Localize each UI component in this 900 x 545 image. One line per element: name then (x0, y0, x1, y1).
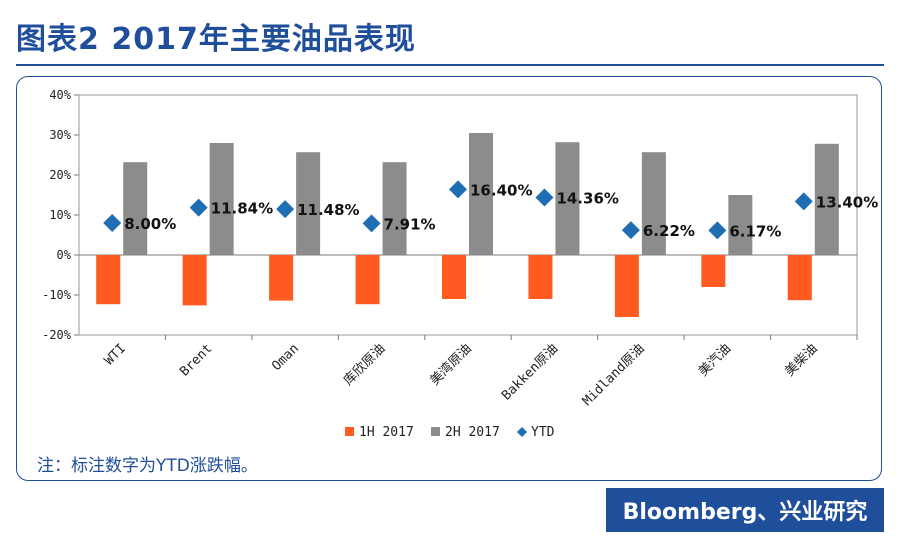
title-divider (16, 64, 884, 66)
x-category-label: 美柴油 (782, 341, 820, 379)
y-tick-label: -10% (42, 288, 72, 302)
ytd-data-label: 14.36% (556, 190, 618, 208)
y-tick-label: 0% (57, 248, 72, 262)
x-category-label: WTI (102, 341, 129, 368)
bar-2h-2017 (123, 162, 148, 255)
ytd-data-label: 6.22% (643, 222, 695, 240)
chart-frame: 40% 30% 20% 10% 0% -10% -20% WTI Brent Oman 库欣原油 美湾… (16, 76, 882, 481)
ytd-data-label: 7.91% (384, 215, 436, 233)
bar-1h-2017 (701, 255, 726, 287)
ytd-data-label: 11.84% (211, 200, 273, 218)
y-tick-label: 10% (49, 208, 71, 222)
source-badge: Bloomberg、兴业研究 (606, 488, 884, 532)
bar-1h-2017 (787, 255, 812, 301)
bar-2h-2017 (728, 195, 753, 255)
ytd-marker (621, 221, 640, 240)
bar-2h-2017 (555, 142, 580, 255)
bar-2h-2017 (209, 143, 234, 255)
ytd-marker (535, 188, 554, 207)
bar-1h-2017 (182, 255, 207, 306)
x-category-label: Brent (177, 341, 215, 379)
bar-2h-2017 (296, 152, 321, 255)
x-category-label: 库欣原油 (340, 341, 388, 389)
y-tick-label: -20% (42, 328, 72, 342)
bar-1h-2017 (96, 255, 121, 305)
ytd-marker (189, 198, 208, 217)
bar-2h-2017 (641, 152, 666, 255)
bar-1h-2017 (355, 255, 380, 305)
ytd-data-label: 13.40% (816, 193, 878, 211)
bar-2h-2017 (814, 143, 839, 255)
bar-1h-2017 (528, 255, 553, 299)
ytd-marker (103, 214, 122, 232)
legend-1h-2017-swatch (345, 427, 354, 436)
ytd-marker (362, 214, 381, 233)
bar-chart: 40% 30% 20% 10% 0% -10% -20% WTI Brent Oman 库欣原油 美湾… (42, 88, 878, 440)
ytd-data-label: 8.00% (124, 215, 176, 233)
page-title: 图表2 2017年主要油品表现 (16, 22, 416, 57)
ytd-marker (708, 221, 727, 240)
x-category-label: Oman (269, 341, 302, 374)
bar-1h-2017 (442, 255, 466, 299)
ytd-marker (276, 200, 295, 219)
ytd-data-label: 11.48% (297, 201, 359, 219)
legend-1h-2017-label: 1H 2017 (359, 425, 414, 440)
footnote: 注：标注数字为YTD涨跌幅。 (37, 456, 258, 476)
x-category-label: 美湾原油 (427, 341, 475, 389)
y-tick-label: 30% (49, 128, 71, 142)
y-tick-label: 20% (49, 168, 71, 182)
legend-2h-2017-swatch (431, 427, 440, 436)
legend-2h-2017-label: 2H 2017 (445, 425, 500, 440)
bar-2h-2017 (469, 133, 493, 255)
bar-2h-2017 (382, 162, 407, 255)
bar-1h-2017 (614, 255, 639, 317)
ytd-data-label: 16.40% (470, 181, 532, 199)
ytd-marker (794, 192, 813, 211)
legend-ytd-label: YTD (531, 425, 555, 440)
ytd-marker (449, 180, 467, 199)
x-category-label: 美汽油 (696, 341, 734, 379)
legend-ytd-swatch (517, 427, 527, 437)
bar-1h-2017 (269, 255, 294, 301)
x-category-label: Midland原油 (580, 341, 648, 409)
y-tick-label: 40% (49, 88, 71, 102)
ytd-data-label: 6.17% (729, 222, 781, 240)
x-category-label: Bakken原油 (499, 341, 561, 403)
